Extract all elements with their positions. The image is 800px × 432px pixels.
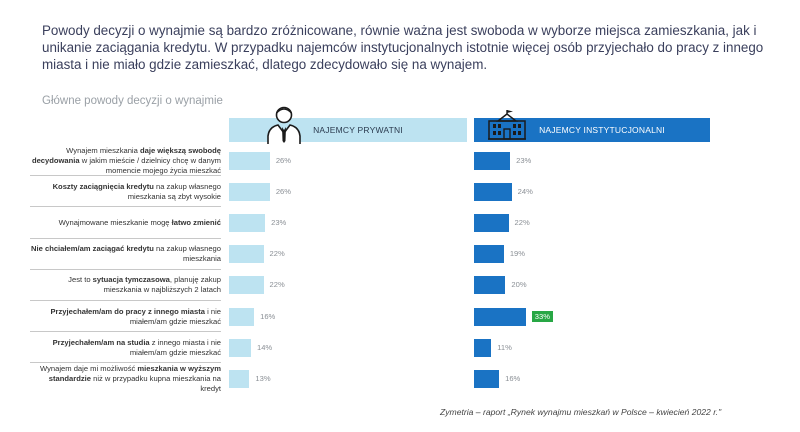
row-separator — [30, 300, 221, 301]
header-institutional-label: NAJEMCY INSTYTUCJONALNI — [539, 125, 665, 135]
value-label-private: 22% — [269, 280, 285, 290]
value-label-private: 23% — [271, 218, 287, 227]
value-label-private: 22% — [269, 249, 285, 259]
bar-private — [229, 214, 266, 232]
bar-private — [229, 370, 250, 388]
person-icon — [267, 106, 301, 144]
value-label-institutional: 20% — [511, 280, 527, 290]
row-separator — [30, 268, 221, 270]
bar-institutional — [474, 338, 492, 357]
bar-institutional — [474, 307, 526, 326]
value-label-institutional: 11% — [497, 342, 512, 352]
bar-institutional — [474, 182, 512, 201]
value-label-private: 26% — [275, 155, 292, 165]
value-label-institutional: 16% — [505, 374, 521, 383]
chart-subtitle: Główne powody decyzji o wynajmie — [42, 95, 223, 107]
bar-institutional — [474, 151, 511, 170]
headline: Powody decyzji o wynajmie są bardzo zróż… — [42, 23, 764, 72]
category-label: Wynajmowane mieszkanie mogę łatwo zmieni… — [58, 217, 221, 227]
value-label-institutional: 33% — [531, 310, 553, 322]
bar-private — [229, 182, 270, 201]
header-private-label: NAJEMCY PRYWATNI — [313, 125, 403, 135]
bar-private — [229, 151, 270, 170]
value-label-private: 13% — [255, 374, 271, 383]
bar-institutional — [474, 214, 509, 232]
value-label-private: 16% — [260, 311, 276, 321]
row-separator — [30, 237, 221, 239]
category-label: Nie chciałem/am zaciągać kredytu na zaku… — [31, 244, 221, 264]
bar-institutional — [474, 276, 506, 295]
value-label-institutional: 19% — [509, 249, 526, 259]
bar-private — [229, 245, 264, 264]
source-note: Zymetria – raport „Rynek wynajmu mieszka… — [440, 407, 722, 417]
building-icon — [488, 110, 526, 140]
row-separator — [30, 206, 221, 208]
category-label: Jest to sytuacja tymczasowa, planuję zak… — [68, 275, 221, 295]
category-label: Przyjechałem/am na studia z innego miast… — [52, 337, 221, 357]
bar-private — [229, 276, 264, 295]
value-label-institutional: 23% — [516, 155, 532, 165]
row-separator — [30, 362, 221, 364]
header-institutional-tenants: NAJEMCY INSTYTUCJONALNI — [474, 118, 710, 142]
value-label-private: 26% — [275, 186, 292, 196]
row-separator — [30, 175, 221, 177]
row-separator — [30, 331, 221, 333]
bar-private — [229, 338, 251, 357]
category-label: Wynajem daje mi możliwość mieszkania w w… — [40, 363, 221, 393]
value-label-institutional: 24% — [517, 186, 533, 196]
category-label: Koszty zaciągnięcia kredytu na zakup wła… — [52, 181, 221, 201]
bar-institutional — [474, 245, 504, 264]
category-label: Przyjechałem/am do pracy z innego miasta… — [50, 306, 221, 326]
bar-institutional — [474, 370, 500, 388]
value-label-private: 14% — [256, 342, 273, 352]
bar-private — [229, 307, 255, 326]
category-label: Wynajem mieszkania daje większą swobodę … — [31, 145, 221, 175]
value-label-institutional: 22% — [514, 218, 530, 227]
